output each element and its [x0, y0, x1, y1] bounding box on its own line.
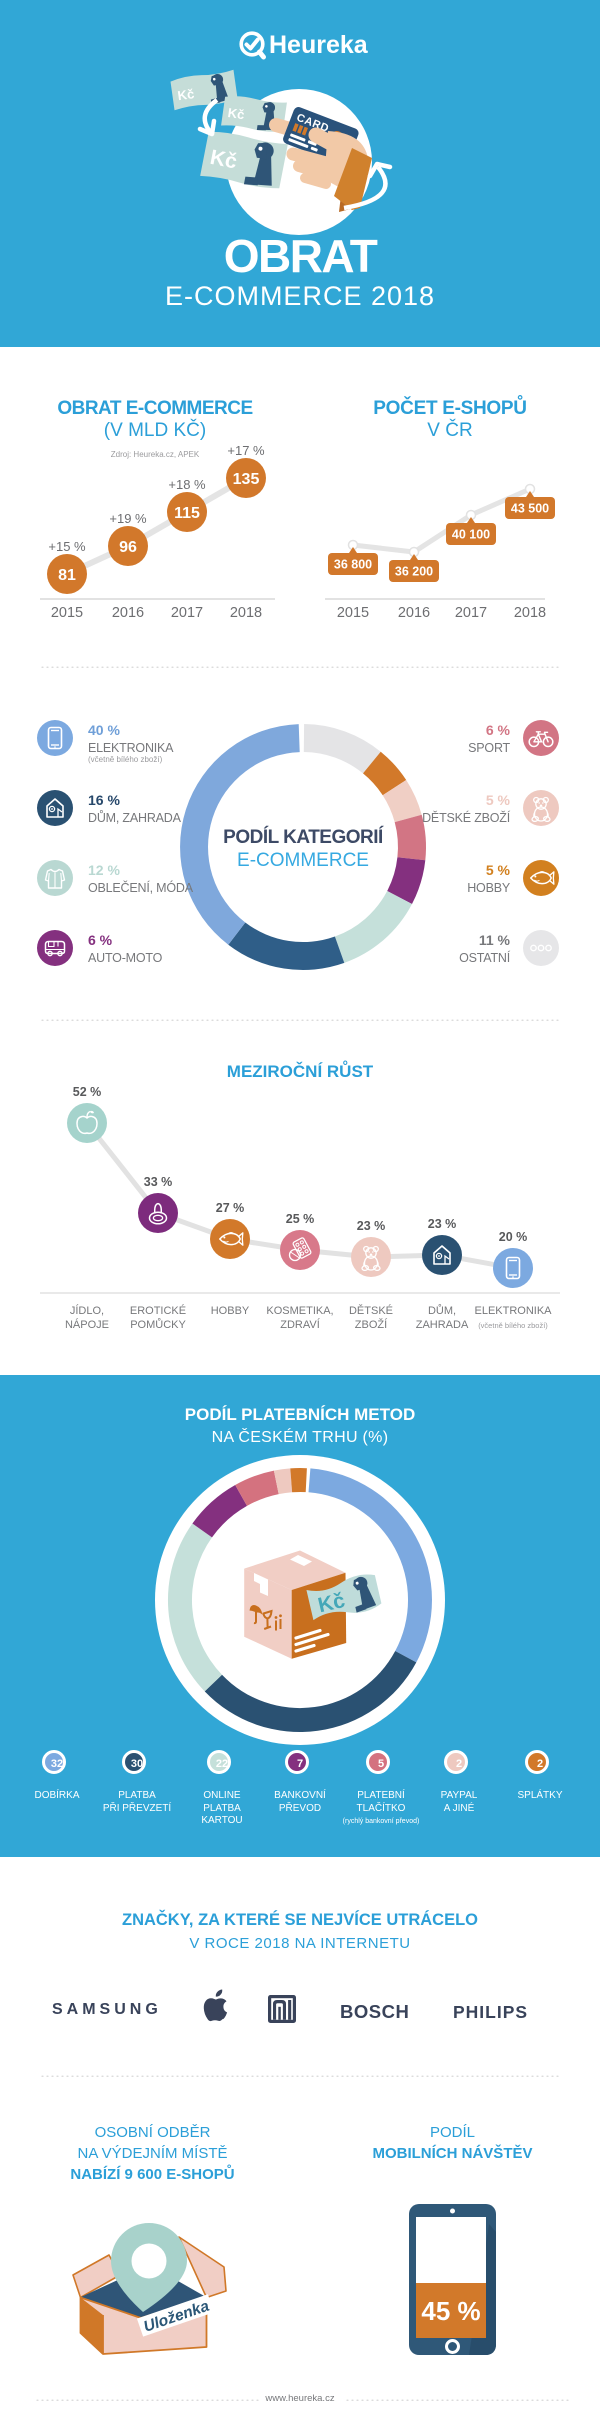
svg-text:Kč: Kč — [208, 146, 239, 174]
svg-text:2018: 2018 — [514, 605, 546, 621]
svg-text:2015: 2015 — [51, 605, 83, 621]
svg-text:135: 135 — [233, 471, 260, 488]
svg-text:96: 96 — [119, 539, 137, 556]
svg-text:+17 %: +17 % — [227, 443, 265, 458]
svg-text:45 %: 45 % — [421, 2296, 480, 2326]
svg-text:40 100: 40 100 — [452, 528, 490, 542]
svg-text:+18 %: +18 % — [168, 477, 206, 492]
svg-text:2017: 2017 — [171, 605, 203, 621]
svg-text:2017: 2017 — [455, 605, 487, 621]
svg-text:36 200: 36 200 — [395, 565, 433, 579]
svg-text:43 500: 43 500 — [511, 502, 549, 516]
svg-text:2016: 2016 — [398, 605, 430, 621]
svg-text:2018: 2018 — [230, 605, 262, 621]
svg-text:2015: 2015 — [337, 605, 369, 621]
svg-text:36 800: 36 800 — [334, 558, 372, 572]
svg-text:81: 81 — [58, 567, 76, 584]
svg-text:+19 %: +19 % — [109, 511, 147, 526]
svg-text:Heureka: Heureka — [269, 31, 369, 59]
svg-text:Kč: Kč — [177, 86, 196, 103]
svg-text:Kč: Kč — [227, 105, 246, 122]
svg-text:2016: 2016 — [112, 605, 144, 621]
svg-text:115: 115 — [174, 505, 200, 522]
svg-text:+15 %: +15 % — [48, 539, 86, 554]
